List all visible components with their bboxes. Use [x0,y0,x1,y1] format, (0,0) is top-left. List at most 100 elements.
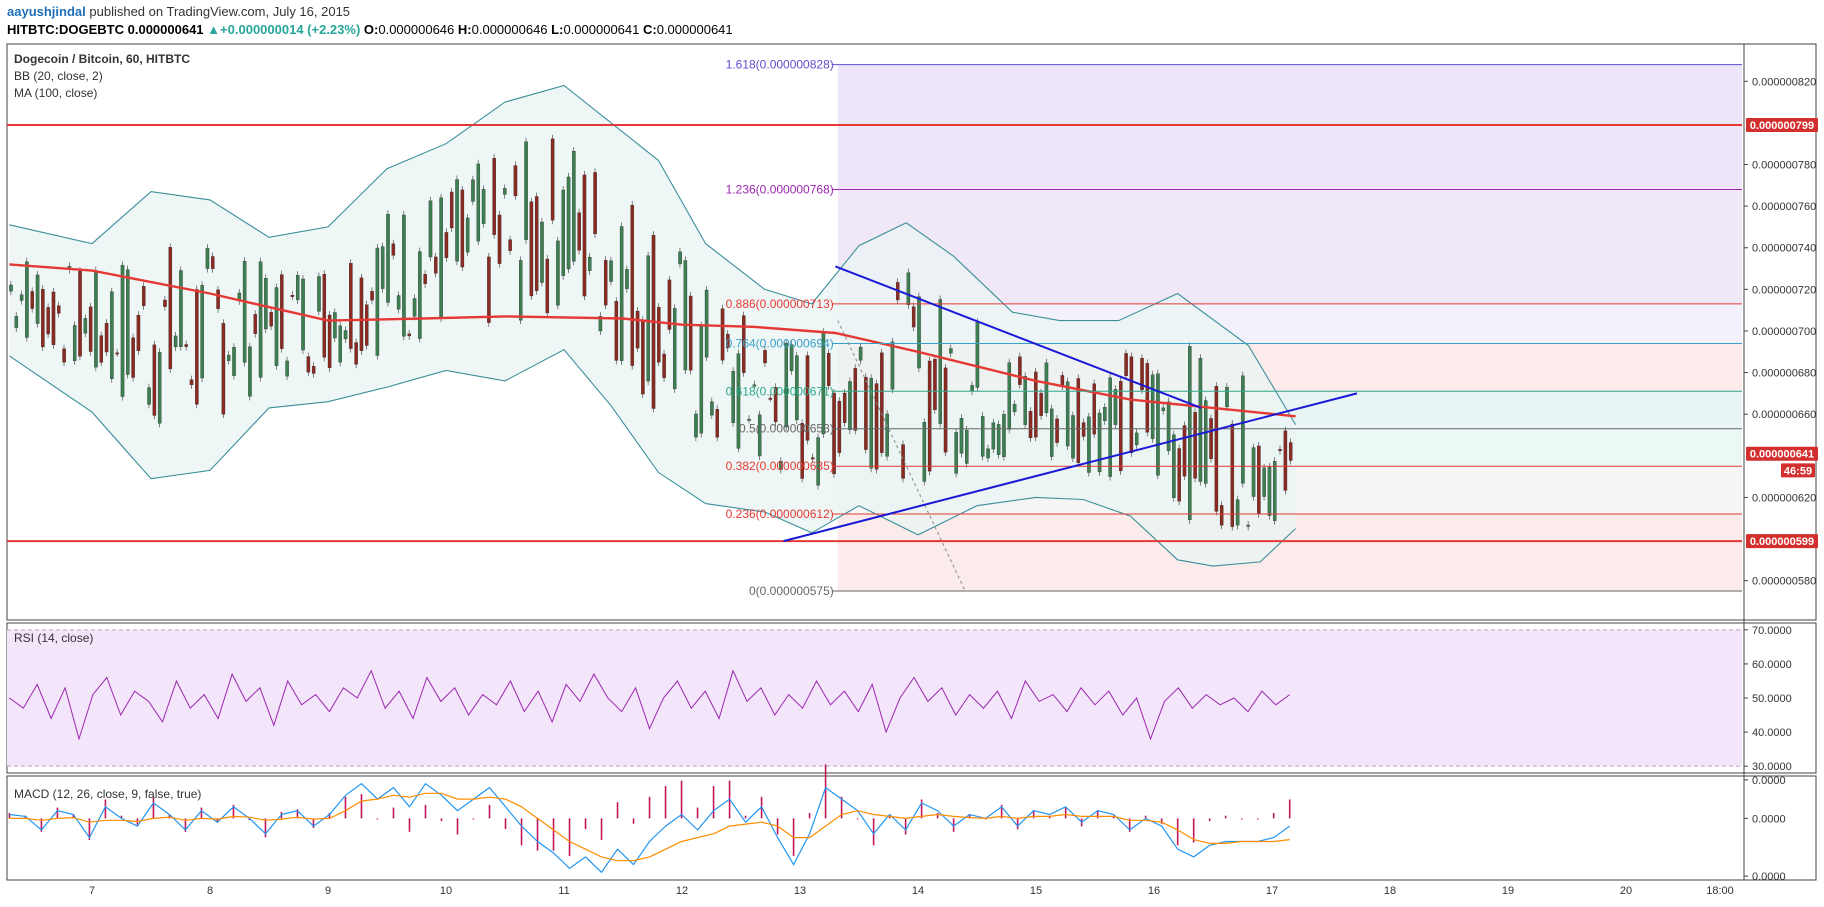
candle [662,353,666,378]
candle [1166,401,1171,452]
macd-histogram-bar [232,804,235,819]
candle [1071,415,1075,459]
candle [550,138,555,221]
candle [593,172,597,235]
candle [959,418,964,454]
candle [9,284,13,292]
candle [906,272,911,305]
rsi-tick-label: 60.0000 [1752,659,1792,671]
candle [290,295,295,297]
candle [30,291,34,309]
candle [832,392,836,475]
candle [94,270,98,368]
rsi-tick-label: 40.0000 [1752,727,1792,739]
macd-histogram-bar [904,818,907,835]
macd-histogram-bar [1048,815,1051,819]
candle [566,176,571,270]
candle [853,368,858,431]
macd-histogram-bar [856,818,859,820]
macd-histogram-bar [456,818,459,835]
fib-level-label: 1.618(0.000000828) [726,58,834,72]
candle [927,360,932,472]
candle [842,392,847,423]
rsi-tick-label: 70.0000 [1752,625,1792,637]
macd-histogram-bar [1272,812,1275,819]
up-arrow-icon: ▲ [207,22,221,37]
fib-leg [837,320,966,592]
candle [460,189,465,268]
macd-histogram-bar [184,818,187,832]
time-tick-label: 20 [1620,885,1632,897]
open-label: O: [363,22,379,37]
candle [503,188,507,195]
candle [1140,358,1144,391]
candle [598,316,603,332]
candle [386,213,390,303]
macd-histogram-bar [600,818,603,840]
candle [1225,387,1229,408]
macd-histogram-bar [72,814,75,819]
candle [922,422,927,482]
candle [1119,381,1123,472]
last-price: 0.000000641 [127,22,204,37]
candle [83,318,88,334]
fib-level-label: 0.5(0.000000653) [739,422,834,436]
macd-histogram-bar [152,796,155,819]
time-tick-label: 13 [794,885,806,897]
price-tag [1781,463,1815,478]
candle [471,179,475,202]
candle [742,315,746,373]
fib-level-label: 1.236(0.000000768) [726,182,834,196]
candle [789,344,794,372]
candle [768,397,773,400]
candle [1018,356,1022,385]
candle [657,307,661,363]
price-tick-label: 0.000000660 [1752,409,1816,421]
candle [577,212,581,251]
candle [513,165,518,197]
candle [179,270,183,347]
candle [630,204,635,366]
candle [965,429,969,464]
macd-histogram-bar [632,818,635,824]
quote-line: HITBTC:DOGEBTC 0.000000641 ▲+0.000000014… [7,22,733,37]
candle [1156,373,1160,476]
candle [1193,412,1197,479]
candle [136,315,141,351]
candle [1283,430,1288,491]
candle [359,277,364,351]
candle [880,352,884,453]
rsi-tick-label: 30.0000 [1752,761,1792,773]
candle [1065,381,1070,447]
candle [455,179,459,262]
candle [773,387,778,423]
macd-histogram-bar [952,818,955,832]
macd-histogram-bar [328,812,331,819]
candle [805,355,810,441]
candle [434,256,438,274]
candle [99,335,104,363]
candle [46,307,50,335]
price-tick-label: 0.000000760 [1752,201,1816,213]
candle [449,191,454,229]
candle [131,337,135,378]
macd-histogram-bar [488,804,491,819]
candle [858,346,863,361]
candle [232,347,236,376]
macd-histogram-bar [1016,818,1019,830]
candle [1092,383,1096,435]
price-tick-label: 0.000000720 [1752,284,1816,296]
header: aayushjindal published on TradingView.co… [0,0,1824,44]
macd-histogram-bar [8,812,11,819]
macd-histogram-bar [264,818,267,838]
author-link[interactable]: aayushjindal [7,4,86,19]
candle [540,221,544,283]
macd-histogram-bar [696,807,699,819]
candle [365,304,369,346]
candle [1161,407,1166,411]
macd-histogram-bar [40,818,43,832]
high-label: H: [457,22,472,37]
candle [1129,356,1134,454]
candle [1081,422,1086,437]
